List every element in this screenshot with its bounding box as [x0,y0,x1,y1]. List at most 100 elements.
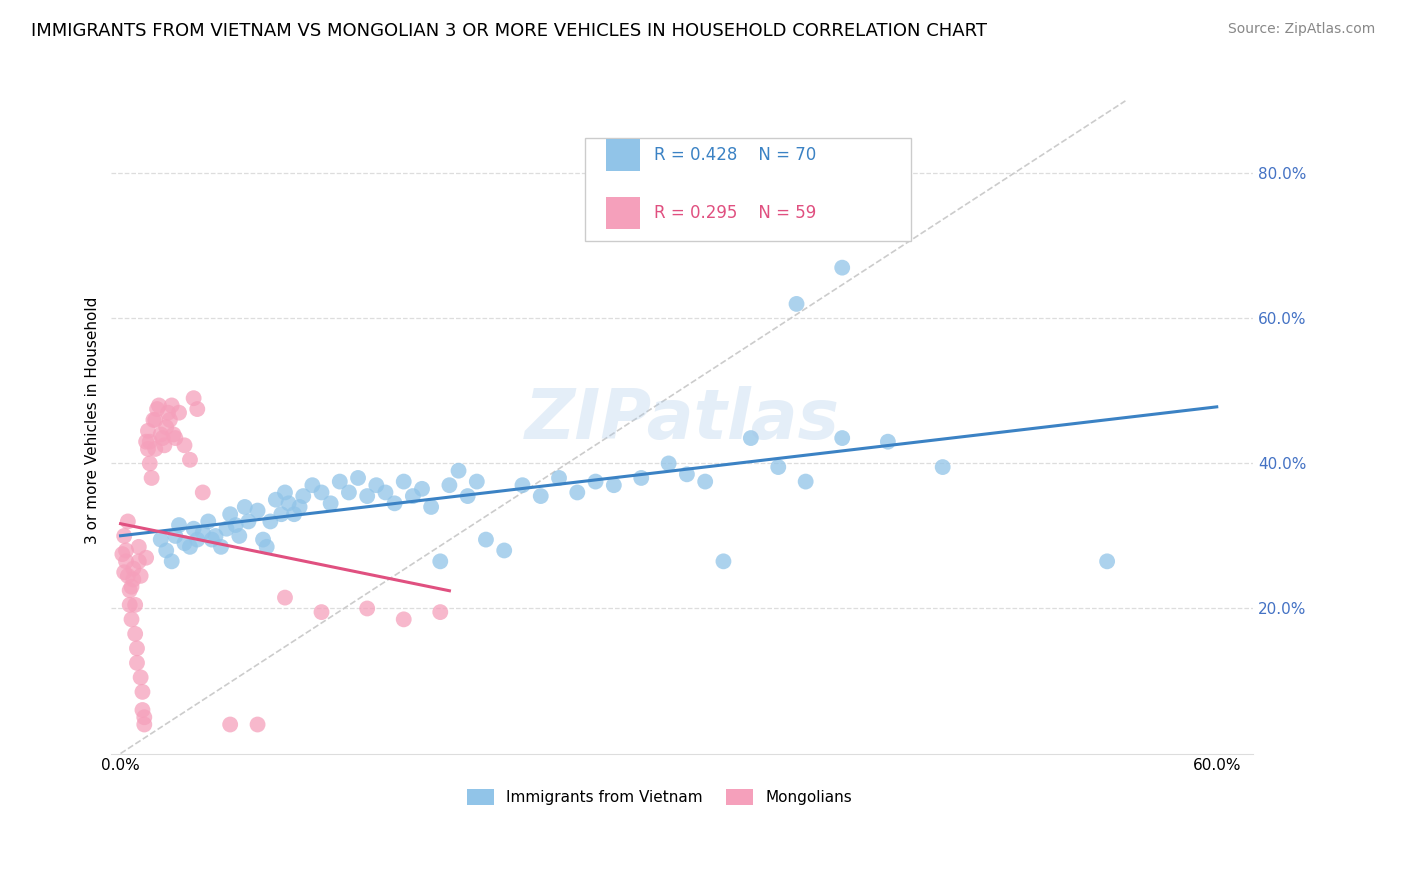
Y-axis label: 3 or more Vehicles in Household: 3 or more Vehicles in Household [86,296,100,543]
Point [215,522,238,536]
Point [274,485,297,500]
Point [347,471,370,485]
Point [1095,554,1118,568]
Text: R = 0.295    N = 59: R = 0.295 N = 59 [654,204,815,222]
Point [603,478,626,492]
Point [125,641,148,656]
Point [148,399,170,413]
Point [160,399,183,413]
Point [228,529,250,543]
Point [115,543,138,558]
Point [283,507,305,521]
Point [173,536,195,550]
Point [585,475,607,489]
Text: R = 0.428    N = 70: R = 0.428 N = 70 [654,146,815,164]
Point [152,431,174,445]
Point [155,543,177,558]
Point [219,717,242,731]
FancyBboxPatch shape [606,139,640,171]
Point [134,710,156,724]
Point [167,518,190,533]
Point [159,413,181,427]
Point [118,583,141,598]
Point [128,540,150,554]
Point [512,478,534,492]
Point [149,427,172,442]
Point [128,554,150,568]
Point [135,434,157,449]
Point [179,540,201,554]
Point [136,424,159,438]
Point [740,431,762,445]
Point [167,406,190,420]
Point [429,605,451,619]
Point [155,420,177,434]
Point [439,478,461,492]
FancyBboxPatch shape [585,137,911,241]
Point [149,533,172,547]
Point [186,533,208,547]
Point [142,413,165,427]
Point [124,627,146,641]
Point [695,475,717,489]
Point [186,402,208,417]
Point [183,391,205,405]
Point [209,540,232,554]
Point [457,489,479,503]
Point [225,518,247,533]
Point [165,431,187,445]
Point [337,485,360,500]
Point [121,580,143,594]
Point [165,529,187,543]
Point [131,703,153,717]
Point [301,478,323,492]
Point [274,591,297,605]
Point [134,717,156,731]
Point [179,452,201,467]
Point [630,471,652,485]
Point [153,438,176,452]
Point [311,605,333,619]
Point [129,569,152,583]
Point [831,431,853,445]
Text: ZIPatlas: ZIPatlas [524,386,839,453]
Point [117,515,139,529]
Point [264,492,287,507]
FancyBboxPatch shape [606,197,640,229]
Point [530,489,553,503]
Point [139,434,162,449]
Point [402,489,425,503]
Point [713,554,735,568]
Point [122,573,145,587]
Point [112,529,135,543]
Point [136,442,159,456]
Point [111,547,134,561]
Point [447,464,470,478]
Point [191,485,214,500]
Point [124,598,146,612]
Point [238,515,260,529]
Point [876,434,898,449]
Point [146,402,169,417]
Point [277,496,299,510]
Point [141,471,163,485]
Point [794,475,817,489]
Point [197,515,219,529]
Point [246,503,269,517]
Point [288,500,311,514]
Legend: Immigrants from Vietnam, Mongolians: Immigrants from Vietnam, Mongolians [458,781,860,813]
Point [319,496,342,510]
Point [465,475,488,489]
Point [392,612,415,626]
Point [768,460,790,475]
Point [392,475,415,489]
Point [429,554,451,568]
Point [139,457,162,471]
Point [233,500,256,514]
Point [191,525,214,540]
Point [157,406,180,420]
Point [475,533,498,547]
Point [356,489,378,503]
Point [786,297,808,311]
Point [311,485,333,500]
